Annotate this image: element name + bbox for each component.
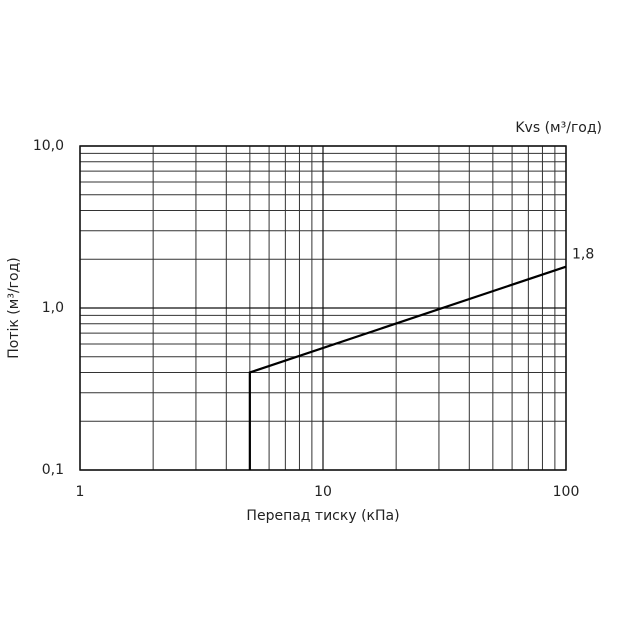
x-tick-label: 100 bbox=[553, 484, 580, 500]
x-axis-label: Перепад тиску (кПа) bbox=[246, 508, 399, 524]
x-tick-label: 10 bbox=[314, 484, 332, 500]
data-line bbox=[248, 265, 567, 470]
y-tick-label: 10,0 bbox=[33, 138, 64, 154]
x-tick-label: 1 bbox=[76, 484, 85, 500]
legend-title: Kvs (м³/год) bbox=[515, 120, 602, 136]
data-label: 1,8 bbox=[572, 247, 594, 263]
plot-frame bbox=[79, 145, 567, 471]
y-tick-label: 0,1 bbox=[42, 462, 64, 478]
y-tick-label: 1,0 bbox=[42, 300, 64, 316]
y-axis-label: Потік (м³/год) bbox=[6, 257, 22, 358]
